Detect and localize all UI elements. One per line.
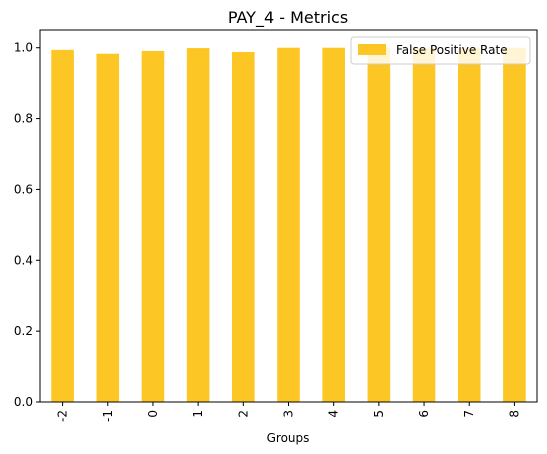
x-tick-label: 7 — [462, 410, 476, 418]
x-tick-label: 3 — [282, 410, 296, 418]
bar-0 — [141, 50, 165, 402]
legend-swatch — [358, 44, 386, 55]
bar-3 — [277, 47, 300, 402]
y-axis: 0.0 0.2 0.4 0.6 0.8 1.0 — [14, 41, 40, 409]
x-tick-label: 0 — [146, 410, 160, 418]
bar--2 — [51, 49, 74, 403]
x-tick-label: 6 — [417, 410, 431, 418]
x-axis: -2 -1 0 1 2 3 4 5 6 7 8 — [56, 402, 521, 422]
bar-4 — [322, 47, 345, 402]
legend-label: False Positive Rate — [396, 43, 508, 57]
x-tick-label: 5 — [372, 410, 386, 418]
y-tick-label: 0.4 — [14, 253, 33, 267]
x-tick-label: 4 — [327, 410, 341, 418]
x-tick-label: 8 — [507, 410, 521, 418]
bar-8 — [503, 47, 526, 402]
bars-group — [51, 47, 526, 403]
chart-title: PAY_4 - Metrics — [228, 8, 348, 28]
x-tick-label: -1 — [101, 410, 115, 422]
x-tick-label: 1 — [191, 410, 205, 418]
legend-box — [350, 36, 531, 65]
bar-7 — [457, 47, 481, 402]
bar-1 — [186, 48, 210, 402]
x-axis-label: Groups — [267, 431, 310, 445]
y-tick-label: 0.6 — [14, 182, 33, 196]
legend: False Positive Rate — [350, 36, 531, 65]
bar--1 — [96, 53, 120, 402]
x-tick-label: 2 — [236, 410, 250, 418]
y-tick-label: 1.0 — [14, 41, 33, 55]
y-tick-label: 0.0 — [14, 395, 33, 409]
bar-6 — [412, 47, 436, 402]
x-tick-label: -2 — [56, 410, 70, 422]
bar-5 — [367, 47, 391, 402]
y-tick-label: 0.2 — [14, 324, 33, 338]
bar-2 — [232, 51, 255, 403]
y-tick-label: 0.8 — [14, 112, 33, 126]
